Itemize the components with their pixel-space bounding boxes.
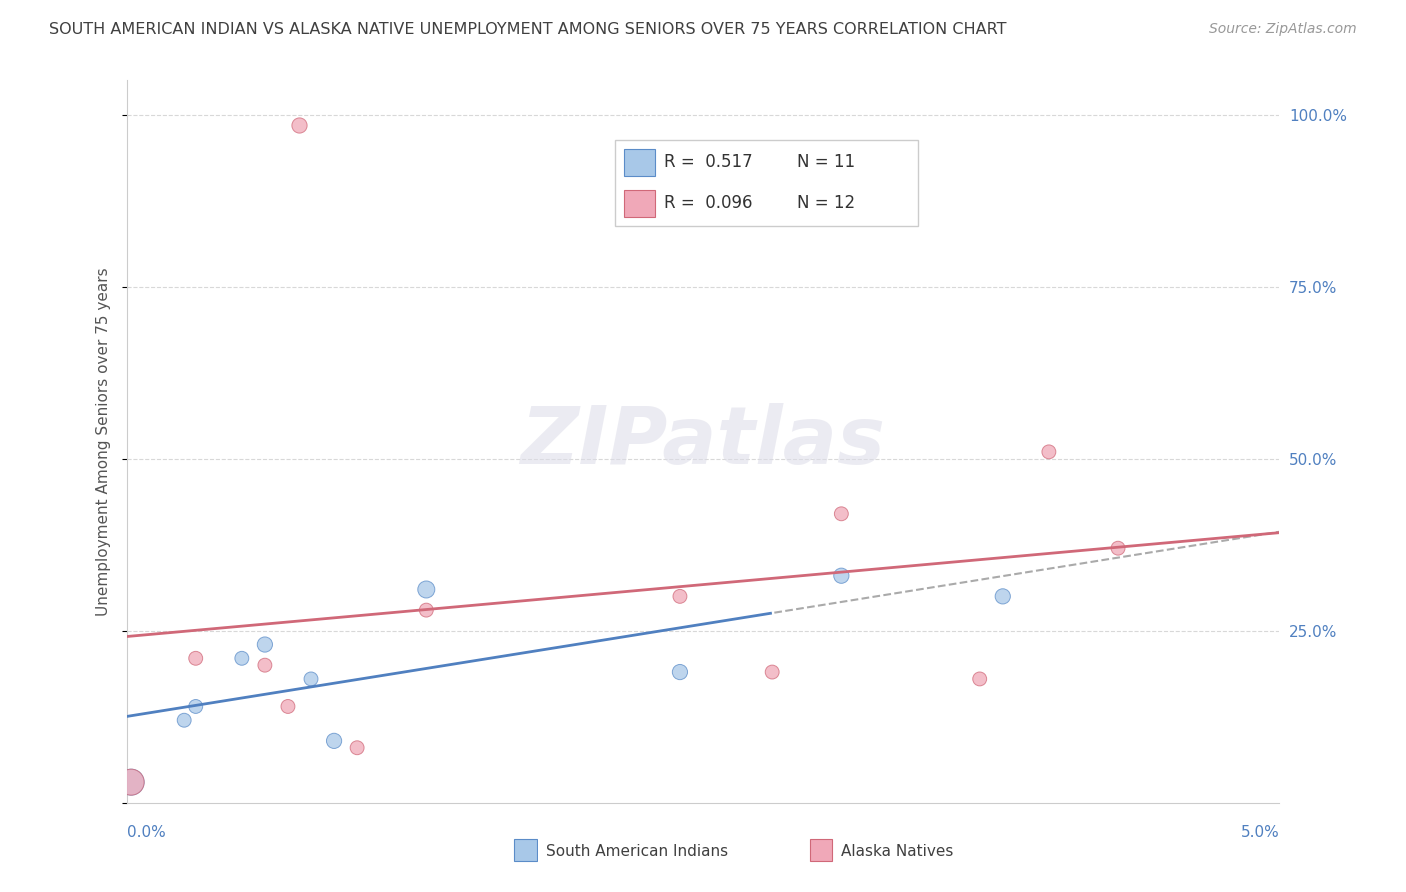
Point xyxy=(346,740,368,755)
Text: N = 12: N = 12 xyxy=(797,194,855,212)
Point xyxy=(253,638,276,652)
Point xyxy=(288,118,311,132)
Point xyxy=(184,699,207,714)
Text: ZIPatlas: ZIPatlas xyxy=(520,402,886,481)
Point xyxy=(1107,541,1129,556)
FancyBboxPatch shape xyxy=(515,838,537,862)
Point xyxy=(830,568,852,582)
Text: R =  0.096: R = 0.096 xyxy=(664,194,752,212)
Point xyxy=(669,590,692,604)
Text: 0.0%: 0.0% xyxy=(127,825,166,840)
Y-axis label: Unemployment Among Seniors over 75 years: Unemployment Among Seniors over 75 years xyxy=(96,268,111,615)
Point xyxy=(173,713,195,727)
Text: N = 11: N = 11 xyxy=(797,153,855,171)
Point xyxy=(669,665,692,679)
Point xyxy=(120,775,142,789)
Point xyxy=(120,775,142,789)
Point xyxy=(253,658,276,673)
Point xyxy=(299,672,322,686)
Text: 5.0%: 5.0% xyxy=(1240,825,1279,840)
Text: South American Indians: South American Indians xyxy=(546,845,728,859)
Text: R =  0.517: R = 0.517 xyxy=(664,153,752,171)
FancyBboxPatch shape xyxy=(810,838,832,862)
Text: Source: ZipAtlas.com: Source: ZipAtlas.com xyxy=(1209,22,1357,37)
Point xyxy=(277,699,299,714)
Point xyxy=(761,665,783,679)
Point xyxy=(231,651,253,665)
Point xyxy=(415,582,437,597)
Point xyxy=(415,603,437,617)
FancyBboxPatch shape xyxy=(614,140,918,226)
FancyBboxPatch shape xyxy=(624,190,655,217)
FancyBboxPatch shape xyxy=(624,149,655,176)
Text: Alaska Natives: Alaska Natives xyxy=(841,845,953,859)
Text: SOUTH AMERICAN INDIAN VS ALASKA NATIVE UNEMPLOYMENT AMONG SENIORS OVER 75 YEARS : SOUTH AMERICAN INDIAN VS ALASKA NATIVE U… xyxy=(49,22,1007,37)
Point xyxy=(991,590,1014,604)
Point xyxy=(184,651,207,665)
Point xyxy=(323,734,346,748)
Point xyxy=(830,507,852,521)
Point xyxy=(969,672,991,686)
Point xyxy=(1038,445,1060,459)
